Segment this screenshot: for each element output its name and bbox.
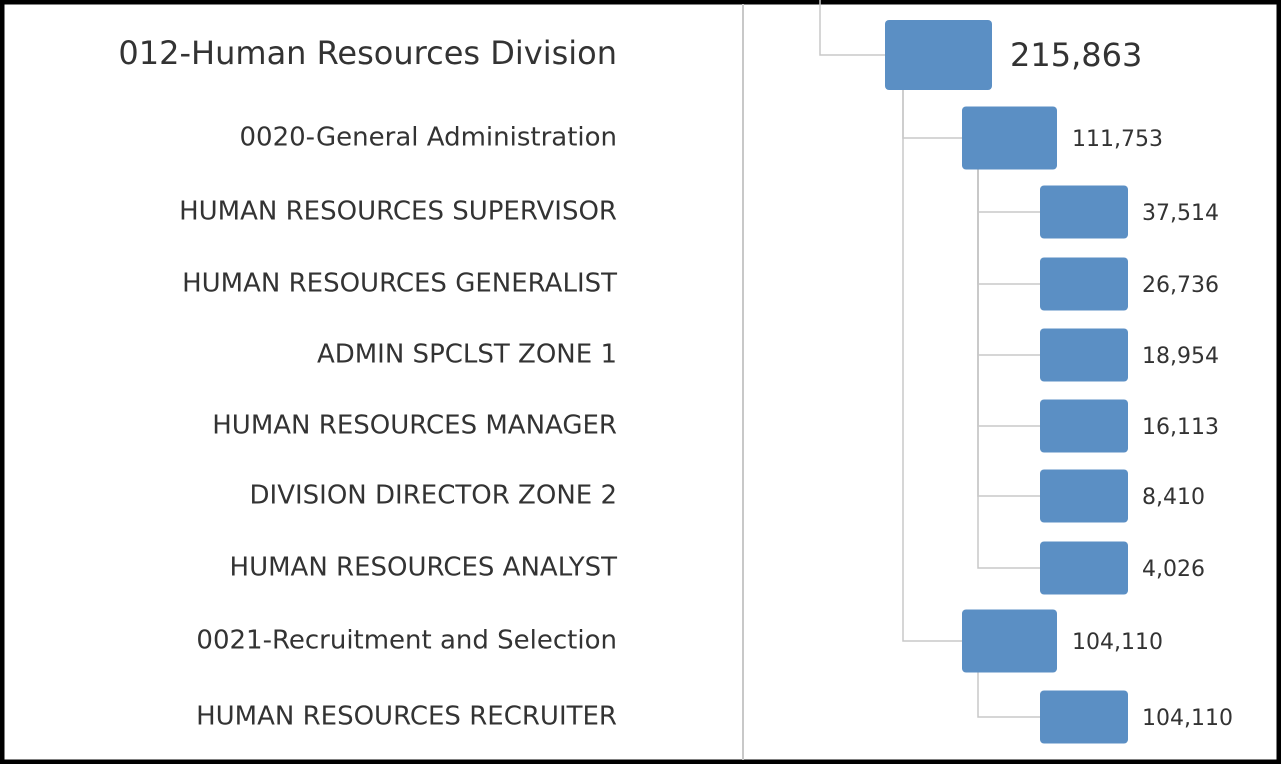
row-label: DIVISION DIRECTOR ZONE 2 bbox=[250, 481, 617, 511]
connector bbox=[819, 0, 885, 56]
node-box bbox=[1040, 690, 1128, 744]
connector bbox=[902, 90, 962, 642]
node-box bbox=[1040, 399, 1128, 453]
row-label: HUMAN RESOURCES GENERALIST bbox=[182, 269, 617, 299]
connector bbox=[977, 672, 1040, 718]
node-value: 4,026 bbox=[1142, 557, 1205, 582]
node-value: 16,113 bbox=[1142, 415, 1219, 440]
row-label: 0021-Recruitment and Selection bbox=[196, 626, 617, 656]
node-box bbox=[962, 609, 1057, 673]
node-box bbox=[885, 20, 992, 90]
row-label: HUMAN RESOURCES MANAGER bbox=[212, 411, 617, 441]
node-value: 26,736 bbox=[1142, 273, 1219, 298]
node-box bbox=[1040, 328, 1128, 382]
node-value: 37,514 bbox=[1142, 201, 1219, 226]
node-value: 104,110 bbox=[1142, 706, 1233, 731]
node-box bbox=[962, 106, 1057, 170]
node-value: 8,410 bbox=[1142, 485, 1205, 510]
row-label: HUMAN RESOURCES ANALYST bbox=[230, 553, 618, 583]
row-label: HUMAN RESOURCES SUPERVISOR bbox=[179, 197, 617, 227]
connector bbox=[977, 169, 1040, 569]
node-value: 215,863 bbox=[1010, 36, 1142, 74]
node-value: 104,110 bbox=[1072, 630, 1163, 655]
row-label: ADMIN SPCLST ZONE 1 bbox=[317, 340, 617, 370]
node-value: 18,954 bbox=[1142, 344, 1219, 369]
node-box bbox=[1040, 257, 1128, 311]
tree: 012-Human Resources Division 215,863 0020-… bbox=[118, 0, 1233, 744]
node-box bbox=[1040, 469, 1128, 523]
node-box bbox=[1040, 185, 1128, 239]
node-value: 111,753 bbox=[1072, 127, 1163, 152]
row-label: 012-Human Resources Division bbox=[118, 34, 617, 72]
node-box bbox=[1040, 541, 1128, 595]
row-label: HUMAN RESOURCES RECRUITER bbox=[196, 702, 617, 732]
row-label: 0020-General Administration bbox=[240, 123, 617, 153]
